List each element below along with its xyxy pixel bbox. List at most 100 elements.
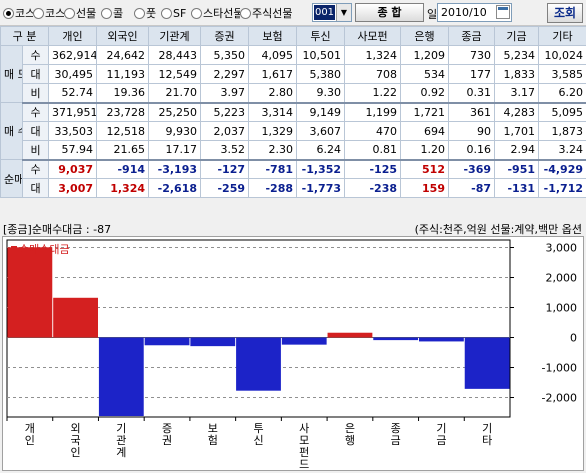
x-tick-label: 행 (345, 434, 355, 447)
table-cell: 4,283 (494, 102, 539, 122)
x-tick-label: 인 (25, 434, 35, 447)
x-tick-label: 드 (299, 458, 309, 470)
table-cell: 9,930 (148, 121, 201, 141)
table-cell: 5,223 (200, 102, 249, 122)
table-cell: 534 (400, 64, 449, 84)
table-cell: 708 (344, 64, 401, 84)
table-cell: 1,329 (248, 121, 297, 141)
table-cell: 23,728 (96, 102, 149, 122)
market-radio-5[interactable]: SF (161, 6, 191, 20)
table-cell: 1,324 (96, 178, 149, 198)
y-tick-label: -2,000 (542, 392, 577, 405)
legend-swatch (11, 246, 17, 252)
table-cell: 1,324 (344, 45, 401, 65)
table-cell: 11,193 (96, 64, 149, 84)
query-button[interactable]: 조회 (547, 3, 583, 23)
x-tick-label: 신 (253, 434, 263, 447)
market-radio-label: 코스닥 (45, 7, 64, 20)
chart-bar (464, 337, 510, 389)
table-cell: 21.65 (96, 140, 149, 161)
date-input[interactable]: 2010/10 (437, 3, 512, 22)
table-cell: 9.30 (296, 83, 345, 104)
table-cell: 1,209 (400, 45, 449, 65)
table-cell: 3.17 (494, 83, 539, 104)
industry-name-button[interactable]: 종 합 (355, 3, 424, 22)
row-sub-label: 대 (22, 178, 49, 198)
market-radio-7[interactable]: 주식선물 (240, 6, 310, 20)
table-cell: 5,234 (494, 45, 539, 65)
table-cell: 730 (448, 45, 495, 65)
table-cell: -781 (248, 159, 297, 179)
table-cell: 9,149 (296, 102, 345, 122)
table-cell: 0.92 (400, 83, 449, 104)
row-sub-label: 수 (22, 102, 49, 122)
x-tick-label: 기 (116, 422, 126, 435)
table-cell: -4,929 (538, 159, 586, 179)
column-header: 구 분 (0, 26, 49, 46)
industry-code-select[interactable]: 001 ▼ (312, 3, 352, 22)
table-cell: 24,642 (96, 45, 149, 65)
y-tick-label: 0 (570, 332, 577, 345)
table-cell: -1,773 (296, 178, 345, 198)
x-tick-label: 권 (162, 434, 172, 447)
legend-label: 순매수대금 (19, 243, 70, 256)
x-tick-label: 기 (482, 422, 492, 435)
table-cell: 1,833 (494, 64, 539, 84)
calendar-icon[interactable] (496, 5, 510, 19)
radio-dot-icon (191, 7, 202, 19)
table-cell: 1,873 (538, 121, 586, 141)
y-tick-label: 3,000 (546, 242, 578, 255)
table-cell: 90 (448, 121, 495, 141)
market-radio-0[interactable]: 코스피 (3, 6, 33, 20)
row-sub-label: 대 (22, 121, 49, 141)
table-cell: 3,585 (538, 64, 586, 84)
table-row: 대 3,007 1,324 -2,618 -259 -288 -1,773 -238 159 -8… (1, 178, 586, 198)
row-sub-label: 비 (22, 83, 49, 104)
table-row: 순매 수 9,037 -914 -3,193 -127 -781 -1,352 -125 512-… (0, 159, 586, 198)
unit-info: (주식:천주,억원 선물:계약,백만 옵션 (414, 223, 582, 236)
table-cell: 3.52 (200, 140, 249, 161)
row-sub-label: 수 (22, 45, 49, 65)
market-radio-3[interactable]: 콜 (101, 6, 134, 20)
chart-bar (236, 337, 281, 391)
table-cell: 3,607 (296, 121, 345, 141)
table-cell: -3,193 (148, 159, 201, 179)
table-cell: 0.81 (344, 140, 401, 161)
x-tick-label: 계 (116, 446, 126, 459)
table-cell: -914 (96, 159, 149, 179)
table-cell: -87 (448, 178, 495, 198)
table-cell: 10,024 (538, 45, 586, 65)
table-cell: 12,549 (148, 64, 201, 84)
x-tick-label: 외 (71, 422, 81, 435)
market-radio-1[interactable]: 코스닥 (33, 6, 64, 20)
chart-bar (7, 247, 53, 338)
table-row: 비 52.74 19.36 21.70 3.97 2.80 9.30 1.22 0.92 0.31… (1, 83, 586, 104)
table-cell: 5,350 (200, 45, 249, 65)
chart-bar (53, 297, 98, 338)
market-radio-4[interactable]: 풋 (134, 6, 161, 20)
table-cell: 21.70 (148, 83, 201, 104)
table-cell: 159 (400, 178, 449, 198)
table-cell: -125 (344, 159, 401, 179)
chart-bar (144, 337, 190, 346)
table-cell: 28,443 (148, 45, 201, 65)
table-cell: 2,037 (200, 121, 249, 141)
x-tick-label: 종 (391, 422, 401, 435)
table-cell: 3,007 (48, 178, 97, 198)
table-cell: 2.94 (494, 140, 539, 161)
table-cell: 33,503 (48, 121, 97, 141)
table-row: 대 33,503 12,518 9,930 2,037 1,329 3,607 470 694 9… (1, 121, 586, 141)
table-cell: -2,618 (148, 178, 201, 198)
x-tick-label: 국 (71, 434, 81, 447)
market-radio-label: 콜 (113, 7, 124, 20)
market-radio-2[interactable]: 선물 (64, 6, 101, 20)
column-header: 기금 (494, 26, 539, 46)
x-tick-label: 모 (299, 434, 309, 447)
chevron-down-icon[interactable]: ▼ (336, 4, 351, 21)
market-radio-6[interactable]: 스타선물 (191, 6, 240, 20)
table-cell: 1.20 (400, 140, 449, 161)
x-tick-label: 개 (25, 422, 35, 435)
table-cell: 52.74 (48, 83, 97, 104)
table-cell: 6.20 (538, 83, 586, 104)
table-cell: -238 (344, 178, 401, 198)
